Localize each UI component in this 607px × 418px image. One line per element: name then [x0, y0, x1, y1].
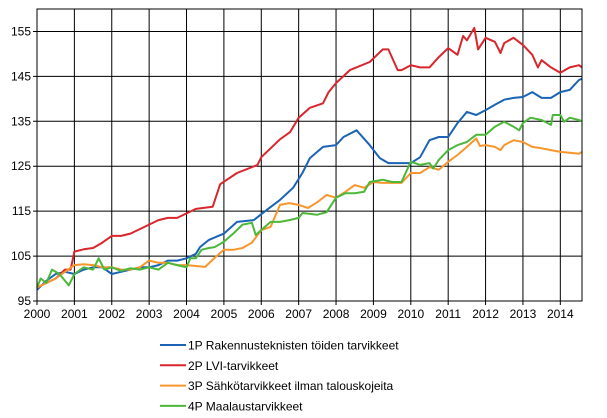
- y-tick-label: 135: [11, 114, 31, 128]
- y-tick-label: 105: [11, 249, 31, 263]
- legend-item-4: 4P Maalaustarvikkeet: [160, 399, 303, 413]
- legend-label: 1P Rakennusteknisten töiden tarvikkeet: [188, 339, 399, 353]
- x-tick-label: 2012: [472, 307, 499, 321]
- x-tick-label: 2007: [285, 307, 312, 321]
- x-tick-label: 2001: [61, 307, 88, 321]
- y-axis: 95 105 115 125 135 145 155: [11, 24, 31, 308]
- legend-label: 2P LVI-tarvikkeet: [188, 359, 279, 373]
- series-line-1: [36, 77, 583, 291]
- y-tick-label: 125: [11, 159, 31, 173]
- x-tick-label: 2013: [510, 307, 537, 321]
- x-tick-label: 2003: [136, 307, 163, 321]
- plot-frame: [36, 8, 583, 302]
- x-tick-label: 2004: [173, 307, 200, 321]
- x-tick-label: 2008: [323, 307, 350, 321]
- x-tick-label: 2002: [98, 307, 125, 321]
- legend-label: 4P Maalaustarvikkeet: [188, 399, 303, 413]
- y-tick-label: 155: [11, 24, 31, 38]
- grid: [33, 9, 582, 305]
- legend-item-3: 3P Sähkötarvikkeet ilman talouskojeita: [160, 379, 394, 393]
- x-axis: 2000 2001 2002 2003 2004 2005 2006 2007 2008 2009…: [24, 307, 574, 321]
- legend: 1P Rakennusteknisten töiden tarvikkeet 2P…: [160, 339, 399, 413]
- x-tick-label: 2010: [397, 307, 424, 321]
- legend-label: 3P Sähkötarvikkeet ilman talouskojeita: [188, 379, 394, 393]
- legend-item-2: 2P LVI-tarvikkeet: [160, 359, 279, 373]
- y-tick-label: 95: [18, 294, 32, 308]
- x-tick-label: 2000: [24, 307, 51, 321]
- x-tick-label: 2009: [360, 307, 387, 321]
- x-tick-label: 2011: [435, 307, 461, 321]
- series-line-4: [36, 114, 583, 288]
- x-tick-label: 2005: [211, 307, 238, 321]
- x-tick-label: 2014: [547, 307, 574, 321]
- series-line-2: [36, 26, 583, 289]
- series-lines: [36, 26, 583, 291]
- x-tick-label: 2006: [248, 307, 275, 321]
- y-tick-label: 115: [12, 204, 31, 218]
- legend-item-1: 1P Rakennusteknisten töiden tarvikkeet: [160, 339, 399, 353]
- y-tick-label: 145: [11, 69, 31, 83]
